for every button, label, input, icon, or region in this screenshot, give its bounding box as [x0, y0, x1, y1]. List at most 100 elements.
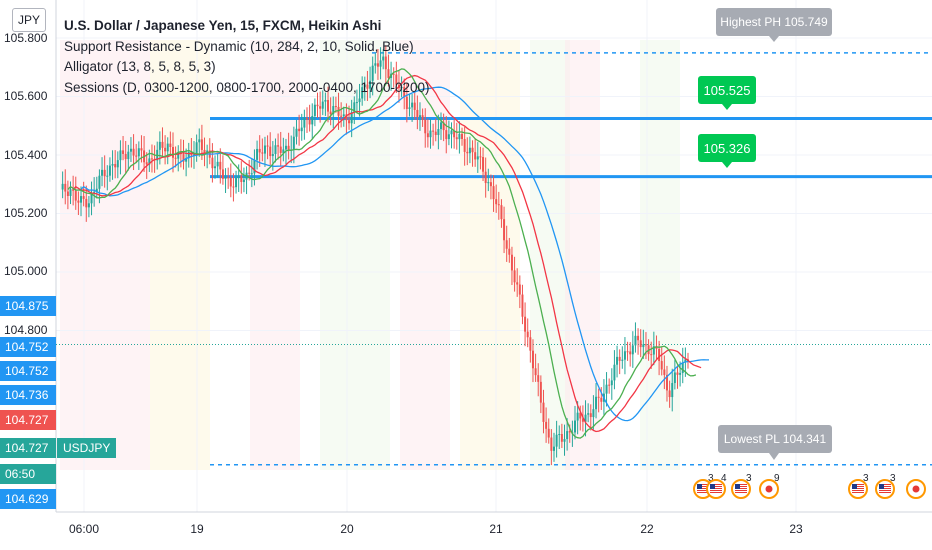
us-flag-icon[interactable]: 3: [875, 473, 896, 499]
candle-body: [140, 148, 143, 151]
candle-body: [274, 145, 277, 155]
resistance-1-callout[interactable]: 105.525: [698, 76, 756, 104]
candle-body: [563, 439, 566, 442]
candle-body: [566, 431, 569, 440]
candle-body: [66, 191, 69, 196]
candle-body: [353, 102, 356, 113]
candle-body: [232, 186, 235, 188]
candle-body: [558, 434, 561, 436]
candle-body: [579, 412, 582, 419]
currency-badge[interactable]: JPY: [12, 8, 46, 32]
candle-body: [358, 98, 361, 103]
us-flag-icon[interactable]: 4: [706, 473, 727, 499]
candle-body: [321, 101, 324, 109]
candle-body: [623, 351, 626, 360]
us-flag-icon[interactable]: 3: [731, 473, 752, 499]
candle-body: [403, 86, 406, 97]
candle-body: [537, 375, 540, 382]
candle-body: [298, 128, 301, 132]
price-tag: 104.752: [0, 337, 56, 357]
candle-body: [258, 148, 261, 153]
candle-body: [550, 437, 553, 451]
candle-body: [135, 155, 138, 157]
candle-body: [69, 189, 72, 196]
candle-body: [334, 106, 337, 108]
candle-body: [474, 152, 477, 160]
candle-body: [242, 179, 245, 183]
candle-body: [426, 133, 429, 138]
candle-body: [479, 156, 482, 158]
jp-flag-icon[interactable]: 9: [759, 473, 780, 499]
candle-body: [413, 102, 416, 110]
candle-body: [305, 117, 308, 120]
candle-body: [482, 157, 485, 172]
candle-body: [665, 374, 668, 391]
candle-body: [229, 177, 232, 187]
candle-body: [332, 106, 335, 115]
candle-body: [216, 161, 219, 167]
candle-body: [164, 147, 167, 152]
resistance-2-callout[interactable]: 105.326: [698, 134, 756, 162]
us-flag-icon[interactable]: 3: [848, 473, 869, 499]
candle-body: [203, 149, 206, 155]
indicator-sessions[interactable]: Sessions (D, 0300-1200, 0800-1700, 2000-…: [64, 79, 430, 95]
alligator-teeth: [72, 74, 702, 433]
candle-body: [295, 128, 298, 137]
indicator-support-resistance[interactable]: Support Resistance - Dynamic (10, 284, 2…: [64, 38, 414, 54]
callout-pointer: [722, 162, 732, 168]
candle-body: [663, 369, 666, 375]
candle-body: [608, 384, 611, 386]
candle-body: [82, 196, 85, 199]
candle-body: [90, 192, 93, 204]
price-tick: 105.600: [4, 89, 48, 103]
candle-body: [382, 56, 385, 61]
candle-body: [642, 344, 645, 348]
candle-body: [547, 428, 550, 438]
candle-body: [534, 368, 537, 376]
highest-ph-callout[interactable]: Highest PH 105.749: [716, 8, 832, 36]
candle-body: [300, 127, 303, 132]
candle-body: [119, 150, 122, 161]
jp-flag-icon[interactable]: [906, 479, 926, 499]
candle-body: [177, 152, 180, 159]
symbol-title[interactable]: U.S. Dollar / Japanese Yen, 15, FXCM, He…: [64, 18, 382, 33]
candle-body: [361, 87, 364, 99]
candle-body: [503, 219, 506, 241]
candle-body: [350, 112, 353, 124]
candle-body: [266, 145, 269, 147]
candle-body: [471, 147, 474, 153]
candle-body: [355, 102, 358, 104]
candle-body: [366, 84, 369, 89]
candle-body: [600, 397, 603, 402]
price-tag: 104.752: [0, 361, 56, 381]
candle-body: [555, 434, 558, 447]
candle-body: [108, 165, 111, 176]
candle-body: [237, 175, 240, 179]
candle-body: [487, 182, 490, 184]
session-box: [460, 40, 520, 470]
candle-body: [434, 131, 437, 136]
candle-body: [411, 102, 414, 108]
candle-body: [166, 143, 169, 152]
candle-body: [521, 294, 524, 317]
candle-body: [235, 178, 238, 188]
price-tick: 105.800: [4, 31, 48, 45]
candle-body: [658, 348, 661, 362]
candle-body: [545, 421, 548, 429]
candle-body: [421, 115, 424, 121]
lowest-pl-callout[interactable]: Lowest PL 104.341: [718, 425, 832, 453]
indicator-alligator[interactable]: Alligator (13, 8, 5, 8, 5, 3): [64, 59, 216, 74]
candle-body: [673, 372, 676, 384]
candle-body: [193, 154, 196, 156]
candle-body: [681, 362, 684, 373]
candle-body: [379, 60, 382, 67]
candle-body: [327, 100, 330, 112]
candle-body: [61, 183, 64, 190]
candle-body: [652, 346, 655, 355]
candle-body: [227, 177, 230, 179]
candle-body: [85, 198, 88, 208]
candle-body: [531, 350, 534, 369]
candle-body: [221, 169, 224, 179]
